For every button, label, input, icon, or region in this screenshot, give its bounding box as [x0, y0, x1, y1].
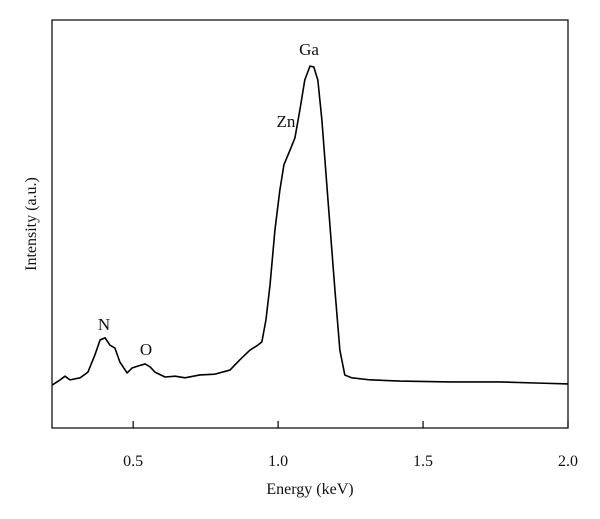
annotation: Ga [299, 40, 319, 59]
annotation: N [98, 315, 110, 334]
x-tick-label: 1.0 [268, 453, 288, 470]
annotation: O [140, 340, 152, 359]
plot-frame [51, 19, 569, 429]
spectrum-line [51, 65, 569, 386]
x-tick-label: 2.0 [558, 453, 578, 470]
x-tick-label: 0.5 [123, 453, 143, 470]
x-axis-label: Energy (keV) [266, 481, 353, 498]
x-tick-label: 1.5 [413, 453, 433, 470]
y-axis-label: Intensity (a.u.) [23, 177, 40, 271]
annotation: Zn [277, 112, 296, 131]
